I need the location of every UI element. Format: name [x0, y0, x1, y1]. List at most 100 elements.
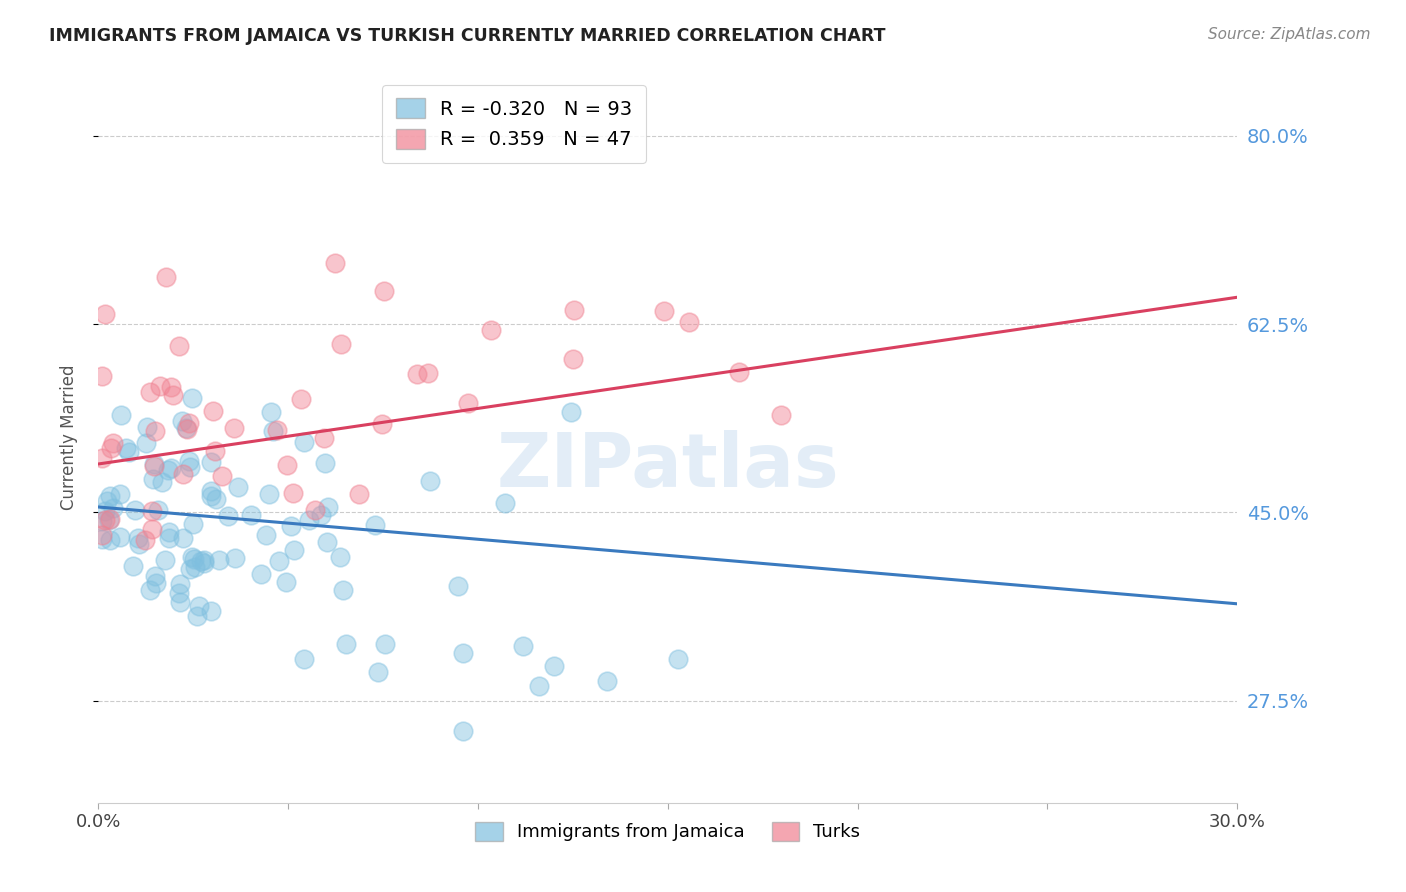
Point — [269, 554, 291, 568]
Point — [447, 578, 470, 592]
Point — [204, 444, 226, 458]
Point — [309, 508, 332, 522]
Point — [367, 665, 389, 679]
Point — [479, 323, 502, 337]
Point — [172, 467, 194, 481]
Point — [527, 679, 550, 693]
Point — [103, 436, 125, 450]
Point — [332, 582, 354, 597]
Point — [211, 468, 233, 483]
Point — [172, 532, 194, 546]
Point — [153, 553, 176, 567]
Point — [115, 441, 138, 455]
Point — [257, 486, 280, 500]
Point — [127, 531, 149, 545]
Point — [100, 442, 122, 456]
Text: Source: ZipAtlas.com: Source: ZipAtlas.com — [1208, 27, 1371, 42]
Point — [678, 315, 700, 329]
Point — [97, 513, 120, 527]
Point — [274, 574, 297, 589]
Point — [330, 337, 353, 351]
Point — [371, 417, 394, 431]
Point — [110, 408, 132, 422]
Point — [122, 558, 145, 573]
Point — [188, 599, 211, 613]
Point — [316, 534, 339, 549]
Point — [451, 646, 474, 660]
Point — [200, 489, 222, 503]
Point — [335, 637, 357, 651]
Point — [142, 473, 165, 487]
Point — [157, 525, 180, 540]
Point — [666, 652, 689, 666]
Point — [143, 457, 166, 471]
Point — [250, 567, 273, 582]
Point — [419, 474, 441, 488]
Point — [117, 445, 139, 459]
Point — [160, 380, 183, 394]
Point — [226, 479, 249, 493]
Point — [157, 531, 180, 545]
Point — [179, 561, 201, 575]
Point — [292, 651, 315, 665]
Point — [177, 416, 200, 430]
Point — [314, 456, 336, 470]
Point — [169, 595, 191, 609]
Text: IMMIGRANTS FROM JAMAICA VS TURKISH CURRENTLY MARRIED CORRELATION CHART: IMMIGRANTS FROM JAMAICA VS TURKISH CURRE… — [49, 27, 886, 45]
Point — [181, 549, 204, 564]
Point — [494, 496, 516, 510]
Point — [181, 517, 204, 532]
Point — [283, 485, 305, 500]
Point — [347, 487, 370, 501]
Point — [373, 285, 395, 299]
Point — [91, 527, 114, 541]
Point — [560, 404, 582, 418]
Point — [193, 553, 215, 567]
Point — [193, 556, 215, 570]
Text: ZIPatlas: ZIPatlas — [496, 430, 839, 503]
Point — [91, 451, 114, 466]
Point — [240, 508, 263, 523]
Point — [262, 424, 284, 438]
Point — [93, 504, 115, 518]
Point — [564, 303, 586, 318]
Point — [143, 569, 166, 583]
Point — [323, 256, 346, 270]
Legend: Immigrants from Jamaica, Turks: Immigrants from Jamaica, Turks — [468, 814, 868, 848]
Point — [180, 391, 202, 405]
Point — [217, 509, 239, 524]
Point — [100, 533, 122, 547]
Point — [222, 421, 245, 435]
Point — [169, 586, 191, 600]
Point — [190, 554, 212, 568]
Point — [290, 392, 312, 406]
Point — [205, 491, 228, 506]
Point — [143, 425, 166, 439]
Point — [91, 369, 114, 384]
Point — [329, 549, 352, 564]
Point — [135, 435, 157, 450]
Point — [177, 454, 200, 468]
Point — [149, 379, 172, 393]
Point — [405, 367, 427, 381]
Point — [96, 493, 118, 508]
Point — [179, 459, 201, 474]
Point — [145, 576, 167, 591]
Point — [200, 455, 222, 469]
Point — [108, 486, 131, 500]
Point — [94, 307, 117, 321]
Point — [91, 514, 114, 528]
Point — [254, 528, 277, 542]
Point — [162, 388, 184, 402]
Point — [146, 502, 169, 516]
Point — [139, 583, 162, 598]
Point — [124, 503, 146, 517]
Point — [200, 604, 222, 618]
Point — [208, 553, 231, 567]
Point — [770, 408, 793, 422]
Point — [142, 459, 165, 474]
Point — [314, 431, 336, 445]
Point — [453, 724, 475, 739]
Point — [134, 533, 156, 548]
Point — [304, 503, 326, 517]
